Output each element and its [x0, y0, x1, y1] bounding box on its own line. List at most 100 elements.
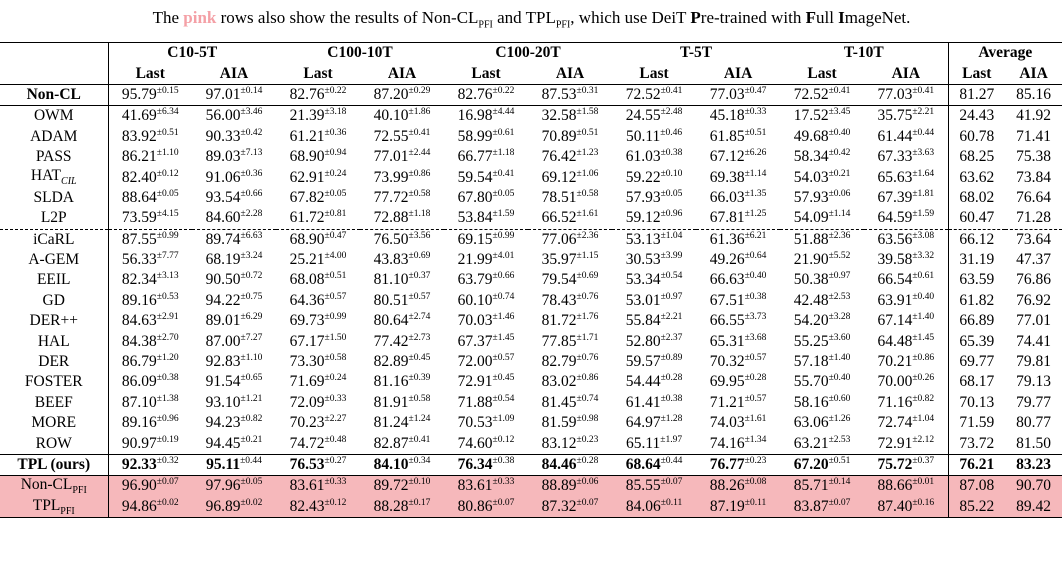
- cell: 67.33±3.63: [864, 147, 948, 167]
- cell-value: 49.26: [709, 251, 745, 269]
- cell-value: 60.47: [959, 209, 995, 227]
- cell-value: 69.77: [959, 353, 995, 371]
- cell: 76.92: [1005, 291, 1062, 311]
- cell-std: ±1.20: [156, 353, 179, 364]
- cell-std: ±3.99: [660, 251, 683, 262]
- cell: 87.53±0.31: [528, 83, 613, 106]
- cell: 69.38±1.14: [696, 167, 780, 187]
- cell-value: 70.32: [709, 353, 745, 371]
- cell: 70.89±0.51: [528, 127, 612, 147]
- method-name: OWM: [0, 105, 109, 127]
- cell-std: ±0.66: [492, 271, 515, 282]
- cell: 90.50±0.72: [192, 270, 276, 290]
- cell: 64.59±1.59: [864, 208, 948, 229]
- cell-std: ±0.81: [324, 209, 347, 220]
- cell: 94.45±0.21: [192, 433, 276, 454]
- cell: 58.99±0.61: [444, 127, 528, 147]
- cell-std: ±0.40: [912, 291, 935, 302]
- cell-value: 89.72: [373, 477, 409, 495]
- method-name: TPL (ours): [0, 453, 109, 476]
- method-label: TPL: [32, 496, 61, 514]
- cell-std: ±0.38: [744, 291, 767, 302]
- cell: 82.87±0.41: [360, 433, 444, 454]
- cell: 91.54±0.65: [192, 372, 276, 392]
- cell: 85.55±0.07: [612, 475, 697, 497]
- cell: 59.57±0.89: [612, 352, 696, 372]
- method-label: EEIL: [36, 271, 71, 289]
- cell: 89.42: [1005, 496, 1063, 518]
- cell-value: 78.51: [541, 188, 577, 206]
- cell: 67.14±1.40: [864, 311, 948, 331]
- cell: 74.16±1.34: [696, 433, 780, 454]
- cell-value: 87.20: [373, 85, 409, 103]
- cell-std: ±0.37: [912, 456, 935, 466]
- cell-value: 86.09: [121, 373, 157, 391]
- cell-std: ±0.60: [828, 393, 851, 404]
- cell-value: 72.74: [877, 414, 913, 432]
- method-subscript: CIL: [61, 176, 77, 188]
- cell-std: ±0.89: [660, 353, 683, 364]
- cell-std: ±0.46: [660, 127, 683, 138]
- cell: 55.70±0.40: [780, 372, 864, 392]
- cell: 66.12: [947, 228, 1006, 250]
- cell: 92.83±1.10: [192, 352, 276, 372]
- table-row: HATCIL 82.40±0.12 91.06±0.36 62.91±0.24 73.9…: [0, 167, 1062, 188]
- cell-std: ±5.52: [828, 251, 851, 262]
- cell-value: 47.37: [1016, 251, 1052, 269]
- method-label: iCaRL: [33, 230, 75, 248]
- cell-value: 70.03: [457, 312, 493, 330]
- cell: 42.48±2.53: [780, 291, 864, 311]
- cell: 68.19±3.24: [192, 250, 276, 270]
- cell-value: 88.66: [877, 477, 913, 495]
- cell-value: 83.23: [1016, 456, 1052, 473]
- cell-value: 86.21: [121, 148, 157, 166]
- cell: 82.89±0.45: [360, 352, 444, 372]
- cell: 73.64: [1005, 228, 1063, 250]
- group-header: C10-5T: [108, 42, 277, 64]
- cell-std: ±0.74: [576, 393, 599, 404]
- cell-std: ±6.63: [240, 230, 263, 241]
- cell-value: 83.61: [457, 477, 493, 495]
- cell: 75.72±0.37: [864, 453, 949, 476]
- cell-value: 74.60: [457, 434, 493, 452]
- cell: 95.11±0.44: [192, 453, 277, 476]
- cell: 81.24±1.24: [360, 413, 444, 433]
- table-row: L2P 73.59±4.15 84.60±2.28 61.72±0.81 72.88±1…: [0, 208, 1062, 230]
- cell: 69.73±0.99: [276, 311, 360, 331]
- table-row: BEEF 87.10±1.38 93.10±1.21 72.09±0.33 81.91±…: [0, 392, 1062, 414]
- cell-value: 76.50: [373, 230, 409, 248]
- cell-value: 70.00: [877, 373, 913, 391]
- cell-std: ±0.12: [324, 497, 347, 508]
- cell-std: ±0.51: [576, 127, 599, 138]
- cell: 73.30±0.58: [276, 352, 360, 372]
- cell-value: 77.01: [1016, 312, 1052, 330]
- cell-value: 95.11: [206, 456, 241, 473]
- cell-std: ±0.57: [744, 353, 767, 364]
- cell-std: ±0.53: [156, 291, 179, 302]
- cell-std: ±1.76: [576, 312, 599, 323]
- cell-value: 88.28: [373, 497, 409, 515]
- cell: 58.34±0.42: [780, 147, 864, 167]
- cell-value: 85.16: [1016, 85, 1052, 103]
- cell-value: 76.64: [1016, 188, 1052, 206]
- cell-value: 91.06: [205, 168, 241, 186]
- method-name: PASS: [0, 146, 109, 168]
- subheader: Last: [471, 64, 501, 82]
- cell: 80.86±0.07: [444, 496, 529, 518]
- cell-std: ±0.58: [324, 353, 347, 364]
- cell-std: ±0.51: [156, 127, 179, 138]
- table-row: EEIL 82.34±3.13 90.50±0.72 68.08±0.51 81.10±…: [0, 270, 1062, 291]
- table-row: SLDA 88.64±0.05 93.54±0.66 67.82±0.05 77.72±…: [0, 187, 1062, 209]
- cell-value: 35.75: [877, 107, 913, 125]
- cell-std: ±0.16: [912, 497, 935, 508]
- cell-value: 61.36: [709, 230, 745, 248]
- method-name: HATCIL: [0, 167, 109, 188]
- cell: 86.79±1.20: [108, 352, 192, 372]
- cell-std: ±2.27: [324, 414, 347, 425]
- cell-value: 50.11: [625, 127, 661, 145]
- cell: 70.21±0.86: [864, 352, 948, 372]
- cell-std: ±3.56: [408, 230, 431, 241]
- cell-std: ±0.86: [408, 168, 431, 179]
- group-header: C100-20T: [444, 42, 613, 64]
- cell-value: 85.71: [793, 477, 829, 495]
